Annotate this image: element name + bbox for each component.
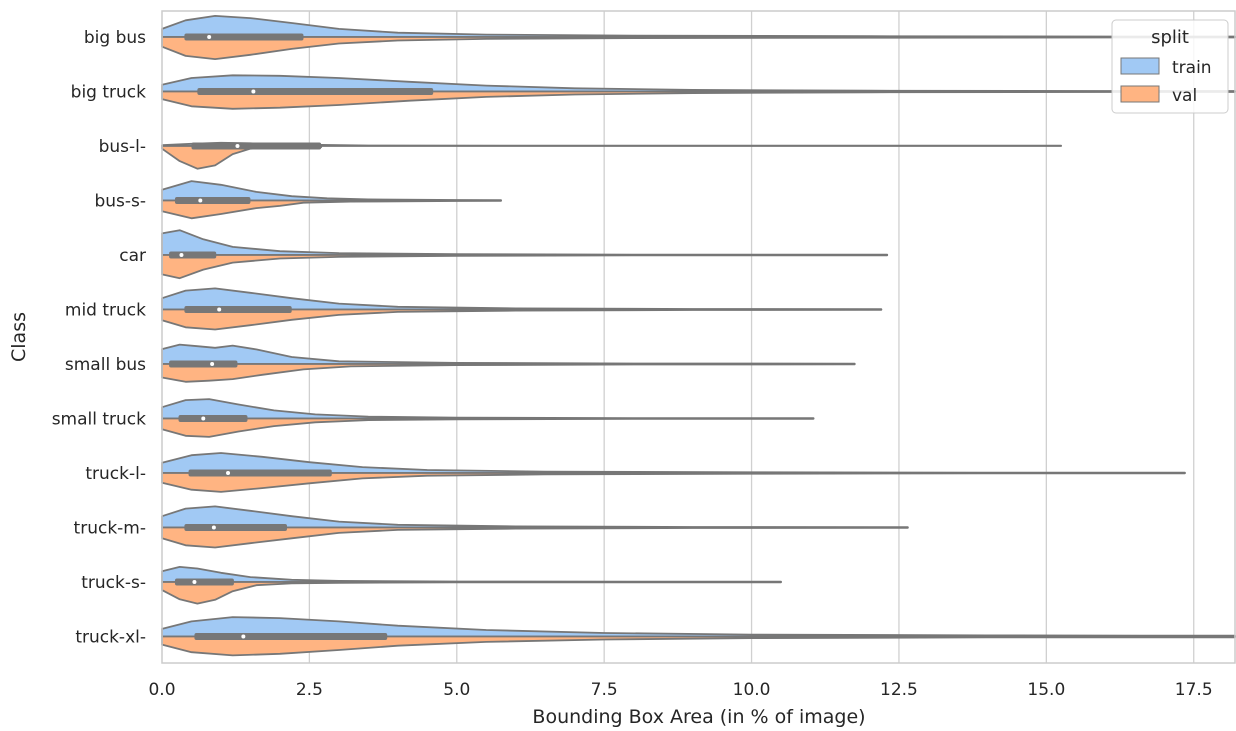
y-tick-label-car: car <box>119 246 146 266</box>
violin-big-bus-val <box>161 36 1236 60</box>
median-dot-big-bus <box>207 35 212 39</box>
legend-swatch-val <box>1120 85 1160 103</box>
median-dot-truck-m <box>211 525 216 530</box>
y-tick-label-truck-m: truck-m- <box>74 519 146 539</box>
gridlines <box>308 11 1195 663</box>
violin-small-truck-train <box>161 398 815 420</box>
median-dot-small-truck <box>201 416 206 421</box>
violin-bus-s-val <box>161 199 502 220</box>
violin-truck-s-train <box>161 566 782 583</box>
violin-small-bus-val <box>161 363 856 383</box>
y-axis-title: Class <box>8 312 30 362</box>
violin-car-val <box>161 254 889 280</box>
iqr-box-truck-xl <box>194 633 388 640</box>
y-tick-label-big-truck: big truck <box>71 83 146 103</box>
median-dot-bus-s <box>198 198 203 203</box>
median-dot-car <box>179 253 184 257</box>
x-axis-title: Bounding Box Area (in % of image) <box>532 706 865 728</box>
plot-frame <box>161 10 1236 664</box>
legend-label-val: val <box>1172 86 1197 106</box>
x-tick-label-1: 2.5 <box>296 680 323 700</box>
iqr-box-truck-s <box>174 578 234 586</box>
violin-car-train <box>161 229 889 256</box>
median-dot-mid-truck <box>217 307 222 312</box>
y-tick-label-small-bus: small bus <box>65 355 146 375</box>
iqr-box-small-bus <box>169 360 238 368</box>
violin-small-truck-val <box>161 417 815 438</box>
violin-truck-xl-val <box>161 635 1236 657</box>
y-tick-label-truck-xl: truck-xl- <box>75 628 146 648</box>
x-tick-label-5: 12.5 <box>880 680 918 700</box>
x-tick-label-3: 7.5 <box>591 680 618 700</box>
legend-label-train: train <box>1172 58 1212 78</box>
y-tick-labels: big bus big truck bus-l-bus-s-car mid truck… <box>52 28 146 648</box>
legend-swatch-train <box>1120 57 1160 75</box>
x-tick-label-2: 5.0 <box>443 680 470 700</box>
violin-mid-truck-val <box>161 308 883 331</box>
violin-bus-l-val <box>161 145 323 170</box>
violin-big-bus-train <box>161 15 1236 38</box>
y-tick-label-bus-s: bus-s- <box>94 192 146 212</box>
x-tick-label-6: 15.0 <box>1027 680 1065 700</box>
median-dot-small-bus <box>210 362 215 366</box>
y-tick-label-mid-truck: mid truck <box>65 301 146 321</box>
y-tick-label-big-bus: big bus <box>84 28 146 48</box>
median-dot-truck-xl <box>241 634 246 639</box>
median-dot-big-truck <box>251 89 256 94</box>
x-tick-label-4: 10.0 <box>733 680 771 700</box>
x-tick-labels: 0.0 2.5 5.0 7.5 10.0 12.5 15.0 17.5 <box>148 680 1212 700</box>
median-dot-bus-l <box>235 144 240 148</box>
median-dot-truck-s <box>192 580 197 584</box>
x-tick-label-7: 17.5 <box>1175 680 1213 700</box>
iqr-box-bus-s <box>174 197 251 204</box>
violins <box>161 15 1236 657</box>
iqr-box-truck-l <box>188 469 332 477</box>
median-dot-truck-l <box>226 471 231 475</box>
y-tick-label-bus-l: bus-l- <box>99 137 146 157</box>
violin-small-bus-train <box>161 343 856 365</box>
x-tick-label-0: 0.0 <box>148 680 175 700</box>
y-tick-label-truck-s: truck-s- <box>81 573 146 593</box>
violin-truck-s-val <box>161 581 782 605</box>
iqr-box-car <box>169 251 217 259</box>
box-plots <box>169 33 434 640</box>
legend-title: split <box>1151 27 1189 48</box>
y-tick-label-truck-l: truck-l- <box>85 464 146 484</box>
legend: split train val <box>1111 19 1229 114</box>
iqr-box-small-truck <box>178 415 248 422</box>
iqr-box-big-bus <box>184 33 304 41</box>
iqr-box-big-truck <box>197 88 434 95</box>
y-tick-label-small-truck: small truck <box>52 410 146 430</box>
iqr-box-bus-l <box>191 142 322 150</box>
iqr-box-mid-truck <box>184 306 292 313</box>
iqr-box-truck-m <box>184 524 287 531</box>
